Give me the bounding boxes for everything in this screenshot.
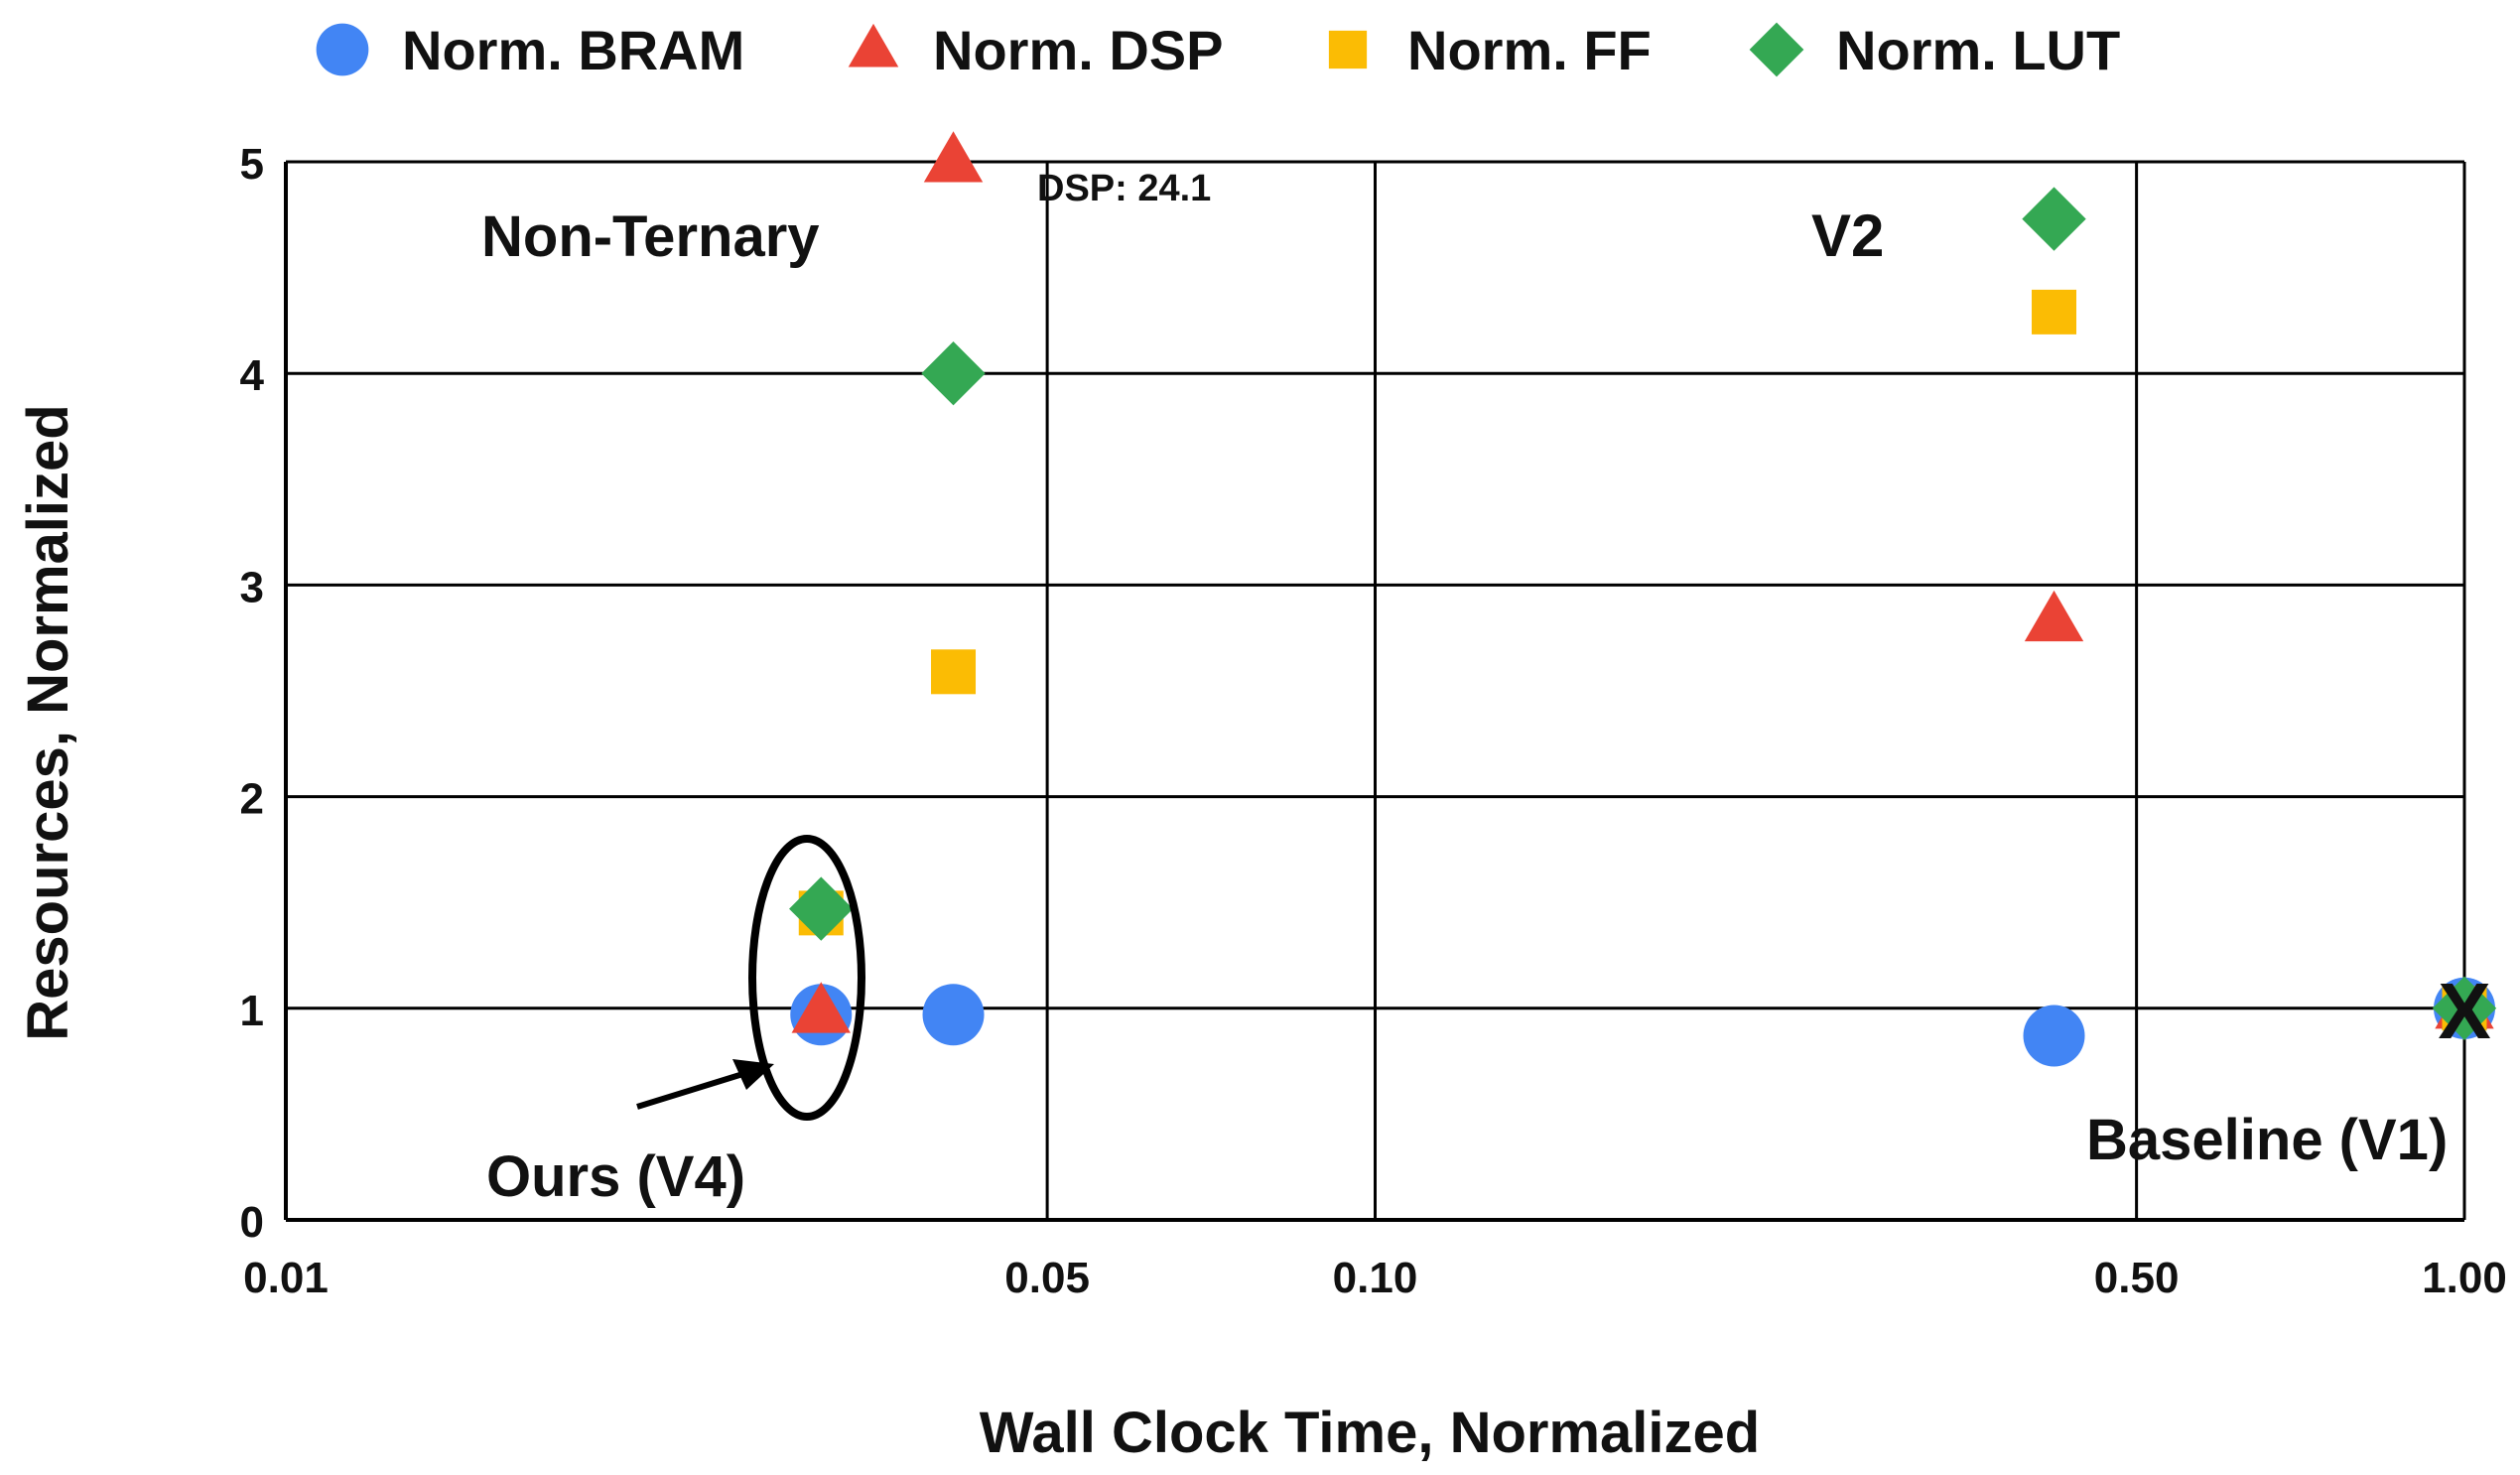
legend-marker-norm-dsp bbox=[848, 23, 899, 67]
norm-dsp-point bbox=[2024, 590, 2084, 642]
norm-ff-point bbox=[2032, 289, 2077, 335]
y-axis-label: Resources, Normalized bbox=[16, 404, 80, 1040]
axes-layer bbox=[284, 162, 2464, 1222]
x-tick-label: 0.05 bbox=[1004, 1254, 1090, 1302]
y-tick-label: 0 bbox=[240, 1198, 264, 1247]
tick-labels: 0 1 2 3 4 5 0.01 0.05 0.10 0.50 1.00 bbox=[240, 140, 2507, 1302]
legend-marker-norm-ff bbox=[1328, 30, 1368, 69]
annotation-non-ternary: Non-Ternary bbox=[481, 204, 820, 269]
y-tick-label: 2 bbox=[240, 775, 264, 824]
ours-highlight-ellipse bbox=[748, 835, 865, 1121]
annotations: Non-Ternary DSP: 24.1 V2 Baseline (V1) O… bbox=[481, 168, 2448, 1209]
x-tick-label: 0.10 bbox=[1333, 1254, 1418, 1302]
legend-label-norm-lut: Norm. LUT bbox=[1836, 19, 2120, 81]
ours-arrow-head bbox=[732, 1059, 774, 1090]
grid-layer bbox=[286, 160, 2466, 1220]
norm-dsp-point bbox=[791, 982, 851, 1033]
norm-dsp-point bbox=[923, 131, 984, 183]
y-tick-label: 3 bbox=[240, 563, 264, 611]
legend-label-norm-bram: Norm. BRAM bbox=[402, 19, 744, 81]
x-tick-label: 1.00 bbox=[2422, 1254, 2507, 1302]
legend-marker-norm-bram bbox=[316, 23, 369, 76]
y-tick-label: 1 bbox=[240, 987, 264, 1035]
baseline-x-mark: X bbox=[2438, 967, 2490, 1055]
annotation-ours: Ours (V4) bbox=[486, 1144, 745, 1209]
annotation-dsp-clip: DSP: 24.1 bbox=[1037, 168, 1211, 209]
annotation-baseline: Baseline (V1) bbox=[2086, 1108, 2448, 1172]
norm-lut-point bbox=[2022, 187, 2086, 251]
norm-bram-point bbox=[922, 984, 985, 1046]
x-axis-label: Wall Clock Time, Normalized bbox=[980, 1401, 1760, 1465]
y-tick-label: 5 bbox=[240, 140, 264, 189]
norm-lut-point bbox=[921, 341, 986, 406]
norm-lut-point bbox=[789, 876, 854, 941]
norm-bram-point bbox=[2023, 1005, 2085, 1067]
data-points: X bbox=[789, 131, 2497, 1067]
x-tick-label: 0.50 bbox=[2094, 1254, 2180, 1302]
legend-marker-norm-lut bbox=[1749, 22, 1804, 77]
norm-lut-point bbox=[2432, 976, 2497, 1040]
ours-arrow-line bbox=[636, 1069, 750, 1110]
annotation-v2: V2 bbox=[1811, 202, 1884, 269]
norm-ff-point bbox=[931, 649, 977, 695]
legend-label-norm-ff: Norm. FF bbox=[1407, 19, 1652, 81]
x-tick-label: 0.01 bbox=[243, 1254, 329, 1302]
y-tick-label: 4 bbox=[240, 351, 265, 400]
legend: Norm. BRAM Norm. DSP Norm. FF Norm. LUT bbox=[316, 19, 2120, 81]
legend-label-norm-dsp: Norm. DSP bbox=[933, 19, 1224, 81]
